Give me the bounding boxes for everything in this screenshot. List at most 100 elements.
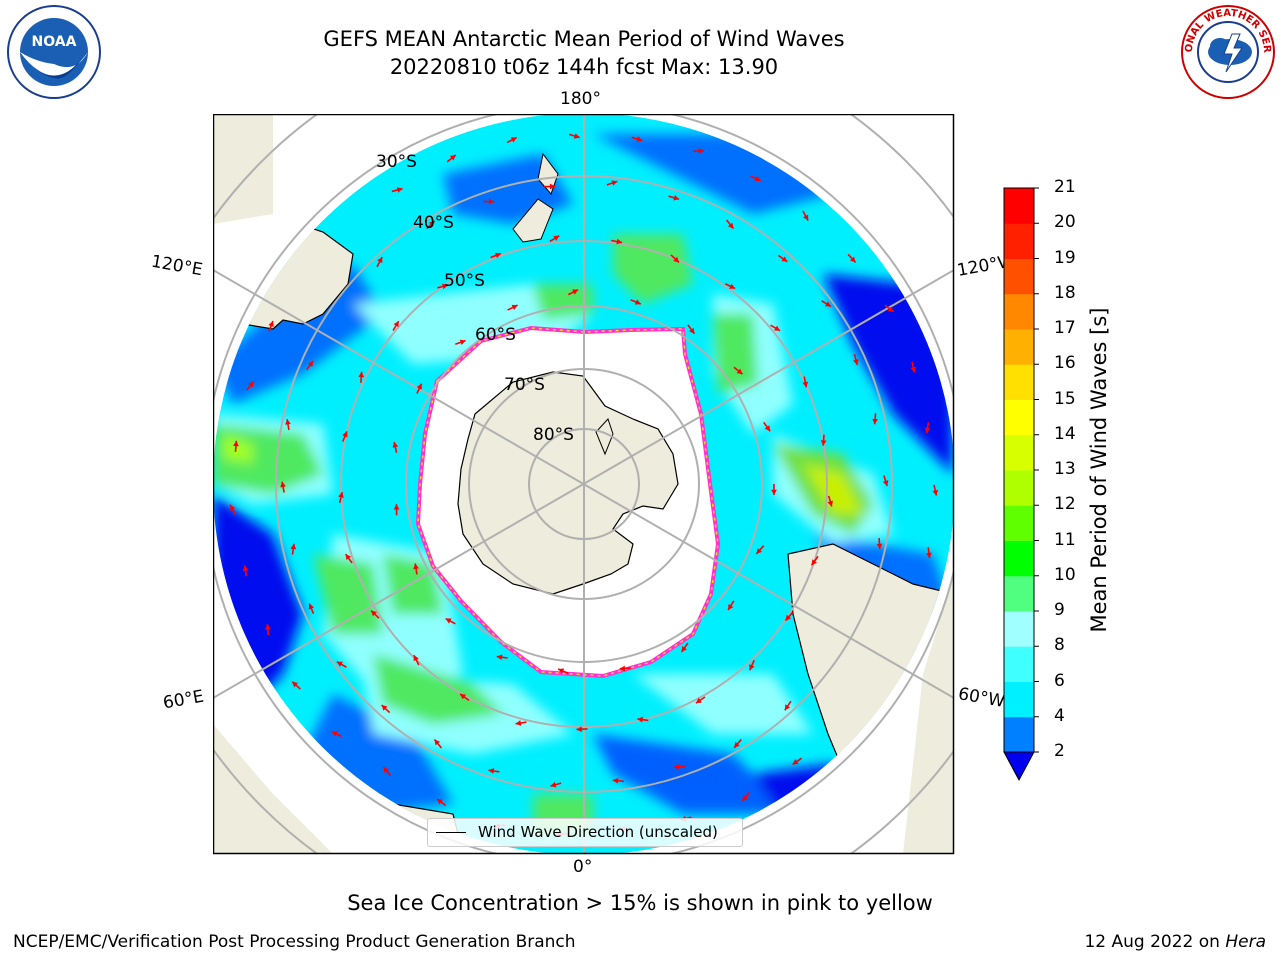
colorbar-tick-label: 19: [1054, 247, 1076, 268]
colorbar-segment: [1004, 646, 1034, 682]
lon-label-60w: 60°W: [956, 684, 1007, 712]
wave-arrow-head: [781, 256, 788, 262]
polar-map: [212, 113, 955, 859]
colorbar-segment: [1004, 716, 1034, 753]
wave-arrow-head: [307, 360, 314, 367]
colorbar-segment: [1004, 364, 1034, 400]
colorbar-segment: [1004, 505, 1034, 541]
wave-arrow-head: [416, 383, 422, 390]
noaa-logo: NOAA: [6, 4, 102, 104]
wave-arrow-head: [932, 489, 939, 496]
wave-arrow-head: [242, 565, 249, 572]
new-zealand: [512, 198, 554, 243]
colorbar-tick-label: 10: [1054, 564, 1076, 585]
wave-arrow-head: [515, 720, 522, 726]
lat-label-40s: 40°S: [413, 213, 454, 233]
colorbar-segment: [1004, 258, 1034, 295]
wave-arrow-head: [576, 726, 582, 733]
colorbar-tick-label: 14: [1054, 423, 1076, 444]
map-legend: Wind Wave Direction (unscaled): [427, 818, 743, 847]
wave-arrow-head: [734, 741, 740, 748]
wave-arrow-head: [280, 481, 286, 488]
wave-arrow-head: [459, 339, 466, 345]
wave-arrow-head: [727, 222, 734, 229]
colorbar-tick-label: 17: [1054, 318, 1076, 338]
wave-arrow-head: [616, 238, 623, 245]
wave-arrow-head: [876, 543, 883, 550]
lon-label-180: 180°: [560, 89, 601, 109]
wave-arrow-head: [784, 704, 791, 711]
colorbar-tick-label: 15: [1054, 388, 1076, 409]
wave-arrow-head: [926, 552, 932, 559]
wave-arrow-head: [792, 759, 799, 765]
lat-label-50s: 50°S: [444, 271, 485, 291]
wave-arrow-head: [785, 614, 792, 621]
colorbar: [1000, 185, 1040, 789]
colorbar-tick-label: 8: [1054, 635, 1065, 656]
colorbar-segment: [1004, 399, 1034, 436]
wave-arrow-head: [825, 301, 832, 307]
wave-arrow-head: [308, 603, 314, 610]
wave-arrow-head: [611, 180, 618, 186]
wave-arrow-head: [345, 554, 352, 561]
lon-label-60e: 60°E: [161, 686, 206, 714]
wave-arrow-head: [681, 646, 687, 653]
wave-arrow-head: [749, 664, 755, 671]
wave-arrow-head: [449, 154, 456, 161]
wave-arrow-head: [510, 137, 517, 143]
wave-arrow-head: [572, 289, 579, 295]
wave-arrow-head: [924, 427, 931, 434]
colorbar-segment: [1004, 540, 1034, 577]
wave-arrow-head: [285, 419, 291, 425]
nws-logo: NATIONAL WEATHER SERVICE: [1176, 0, 1276, 104]
colorbar-label: Mean Period of Wind Waves [s]: [1087, 307, 1111, 633]
wave-arrow-head: [488, 768, 495, 774]
wave-arrow-head: [436, 798, 443, 805]
lat-label-70s: 70°S: [504, 375, 545, 395]
colorbar-segment: [1004, 329, 1034, 365]
colorbar-segment: [1004, 611, 1034, 647]
colorbar-tick-label: 6: [1054, 670, 1065, 691]
colorbar-tick-label: 18: [1054, 282, 1076, 303]
wave-arrow-head: [434, 739, 441, 746]
colorbar-extension: [1003, 751, 1035, 782]
noaa-logo-text: NOAA: [32, 34, 77, 50]
sea-ice-edge-yellow: [417, 327, 719, 677]
wave-arrow-head: [742, 795, 748, 802]
wave-arrow-head: [634, 299, 641, 305]
wave-arrow-head: [774, 325, 781, 331]
colorbar-segment: [1004, 188, 1034, 224]
wave-arrow-head: [488, 198, 495, 205]
colorbar-tick-label: 2: [1054, 741, 1065, 761]
wave-arrow-head: [338, 492, 344, 498]
wave-arrow-head: [673, 256, 680, 263]
colorbar-tick-label: 12: [1054, 494, 1076, 515]
lon-label-0: 0°: [573, 857, 593, 877]
wave-arrow-head: [887, 306, 894, 312]
wave-arrow-head: [636, 136, 643, 142]
colorbar-tick-label: 9: [1054, 600, 1065, 620]
map-canvas: [212, 113, 955, 855]
wave-arrow-head: [827, 500, 834, 507]
wind-wave-arrows: [229, 133, 939, 838]
wave-arrow-head: [698, 148, 704, 154]
colorbar-segment: [1004, 470, 1034, 506]
colorbar-segment: [1004, 575, 1034, 612]
wave-arrow-head: [573, 133, 580, 139]
wave-arrow-head: [673, 763, 680, 770]
wave-arrow-head: [872, 418, 878, 425]
wave-arrow-head: [393, 321, 399, 328]
wave-arrow-head: [413, 563, 419, 570]
wave-arrow-head: [248, 381, 254, 388]
wave-arrow-head: [549, 183, 556, 190]
legend-line-icon: [436, 832, 466, 833]
colorbar-segment: [1004, 223, 1034, 259]
wave-arrow-head: [496, 654, 503, 661]
wave-arrow-head: [853, 359, 859, 365]
wave-arrow-head: [268, 321, 274, 328]
chart-title: GEFS MEAN Antarctic Mean Period of Wind …: [323, 27, 845, 51]
wave-arrow-head: [230, 504, 236, 511]
wave-arrow-head: [695, 697, 702, 704]
wave-arrow-head: [619, 665, 626, 672]
lat-label-80s: 80°S: [533, 425, 574, 445]
